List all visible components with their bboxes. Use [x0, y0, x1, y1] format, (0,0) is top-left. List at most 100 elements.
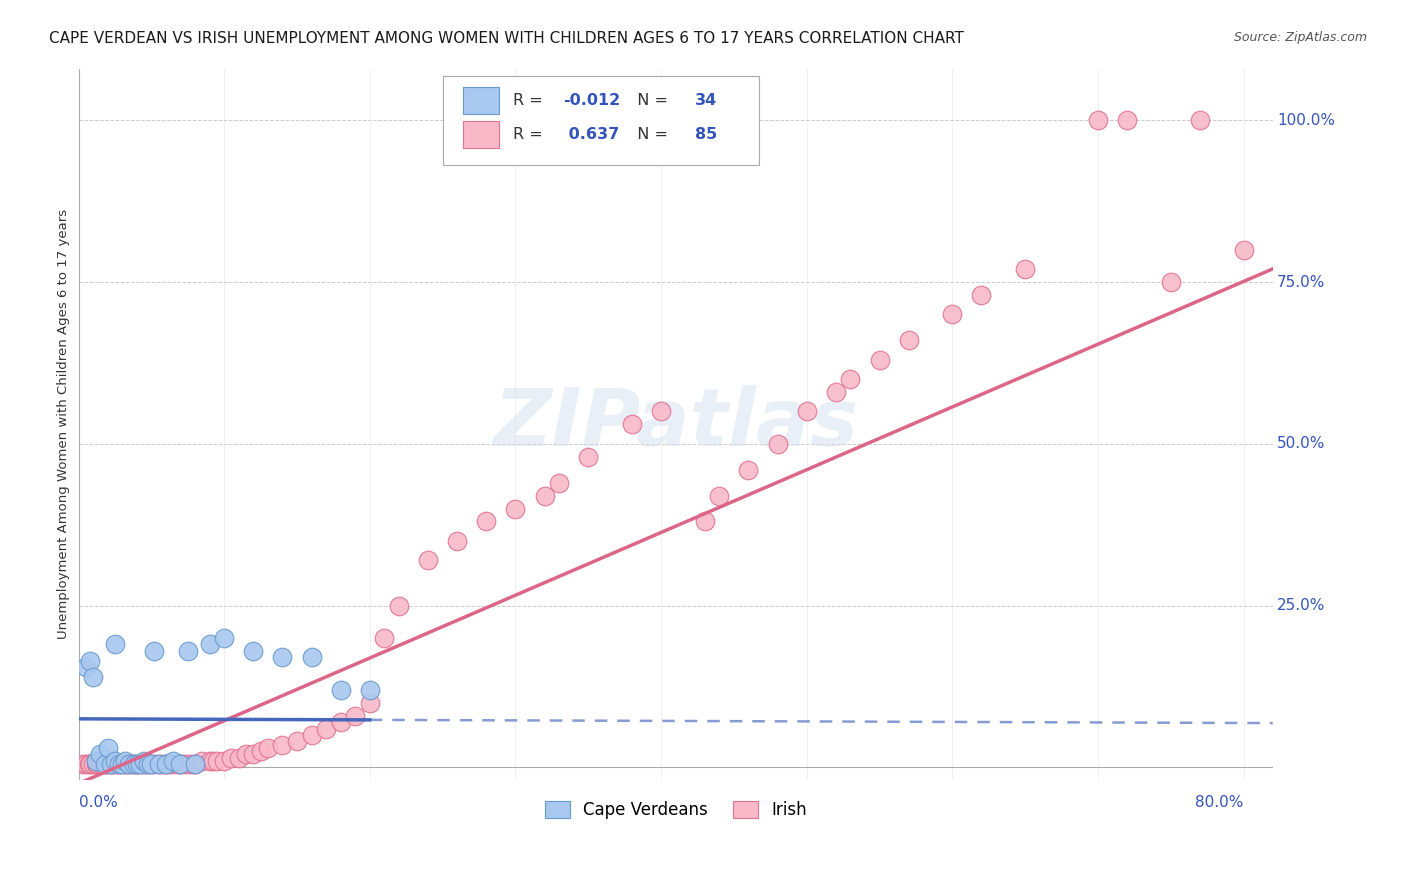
- Point: [1188, 113, 1211, 128]
- Text: 25.0%: 25.0%: [1277, 599, 1326, 613]
- Point: [249, 744, 271, 758]
- Point: [111, 757, 134, 772]
- Point: [162, 754, 184, 768]
- Point: [79, 654, 101, 668]
- Point: [970, 288, 993, 302]
- Point: [143, 644, 166, 658]
- Point: [155, 757, 177, 772]
- Point: [201, 754, 224, 768]
- Point: [221, 750, 243, 764]
- Point: [650, 404, 672, 418]
- Point: [82, 757, 104, 772]
- Point: [136, 757, 159, 772]
- Point: [373, 631, 395, 645]
- Point: [198, 637, 221, 651]
- Text: N =: N =: [627, 93, 673, 108]
- Point: [242, 747, 264, 762]
- Text: R =: R =: [513, 93, 548, 108]
- Point: [128, 757, 150, 772]
- Legend: Cape Verdeans, Irish: Cape Verdeans, Irish: [538, 794, 813, 825]
- Point: [709, 489, 731, 503]
- Point: [86, 757, 108, 772]
- Point: [359, 682, 381, 697]
- Point: [155, 757, 177, 772]
- Point: [388, 599, 411, 613]
- Point: [242, 644, 264, 658]
- Point: [162, 757, 184, 772]
- Point: [184, 757, 207, 772]
- Point: [576, 450, 599, 464]
- Point: [329, 682, 352, 697]
- Point: [344, 708, 367, 723]
- Text: 50.0%: 50.0%: [1277, 436, 1326, 451]
- Point: [869, 352, 891, 367]
- Point: [89, 747, 111, 762]
- Point: [766, 437, 789, 451]
- Point: [315, 722, 337, 736]
- Point: [84, 754, 107, 768]
- Point: [191, 754, 214, 768]
- Text: 80.0%: 80.0%: [1195, 795, 1244, 810]
- Point: [1233, 243, 1256, 257]
- Text: 0.637: 0.637: [564, 128, 620, 142]
- Point: [75, 757, 97, 772]
- Point: [132, 757, 155, 772]
- Point: [114, 754, 136, 768]
- Point: [941, 307, 963, 321]
- Point: [90, 757, 112, 772]
- Point: [181, 757, 204, 772]
- Point: [169, 757, 191, 772]
- Point: [548, 475, 571, 490]
- Point: [107, 757, 129, 772]
- Point: [212, 754, 235, 768]
- Point: [152, 757, 174, 772]
- Point: [172, 757, 194, 772]
- Point: [796, 404, 818, 418]
- Point: [141, 757, 163, 772]
- Point: [89, 757, 111, 772]
- FancyBboxPatch shape: [443, 76, 759, 165]
- Point: [235, 747, 257, 762]
- Point: [177, 644, 200, 658]
- Point: [122, 757, 145, 772]
- Point: [132, 754, 155, 768]
- Point: [79, 757, 101, 772]
- Point: [301, 728, 323, 742]
- Point: [100, 757, 122, 772]
- Point: [97, 757, 120, 772]
- Point: [125, 757, 148, 772]
- Point: [157, 757, 180, 772]
- Point: [148, 757, 170, 772]
- Point: [212, 631, 235, 645]
- Point: [205, 754, 228, 768]
- Point: [416, 553, 439, 567]
- Text: R =: R =: [513, 128, 548, 142]
- Point: [1160, 275, 1182, 289]
- Point: [329, 714, 352, 729]
- FancyBboxPatch shape: [463, 87, 499, 114]
- Point: [100, 757, 122, 772]
- Point: [839, 372, 862, 386]
- Point: [118, 757, 141, 772]
- Y-axis label: Unemployment Among Women with Children Ages 6 to 17 years: Unemployment Among Women with Children A…: [58, 210, 70, 640]
- Point: [93, 757, 115, 772]
- Point: [148, 757, 170, 772]
- Point: [104, 637, 127, 651]
- Point: [141, 757, 163, 772]
- Point: [118, 757, 141, 772]
- Point: [125, 757, 148, 772]
- Point: [97, 741, 120, 756]
- Point: [72, 757, 94, 772]
- Text: Source: ZipAtlas.com: Source: ZipAtlas.com: [1233, 31, 1367, 45]
- Point: [359, 696, 381, 710]
- Point: [128, 757, 150, 772]
- Text: 85: 85: [695, 128, 717, 142]
- Point: [121, 757, 143, 772]
- Point: [257, 741, 280, 756]
- Point: [897, 333, 920, 347]
- Point: [1014, 262, 1036, 277]
- Point: [177, 757, 200, 772]
- Point: [198, 754, 221, 768]
- Point: [228, 750, 250, 764]
- Point: [301, 650, 323, 665]
